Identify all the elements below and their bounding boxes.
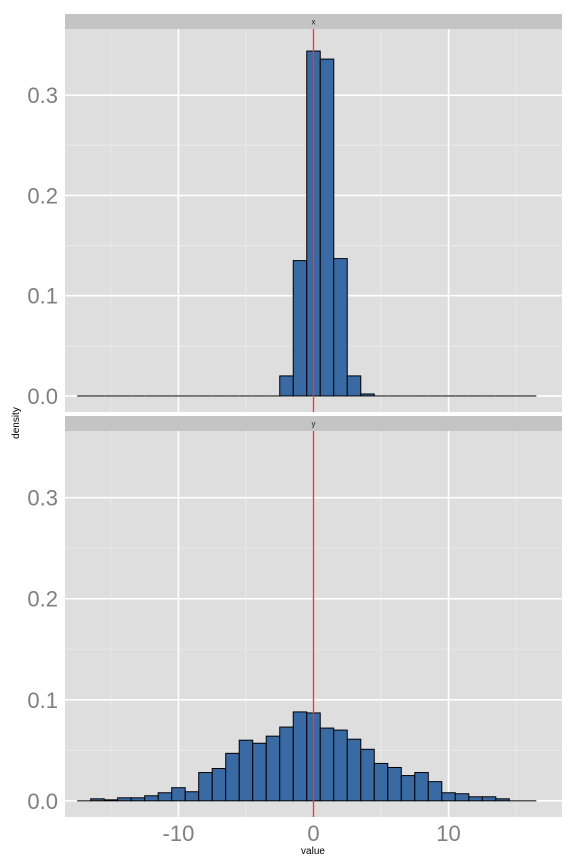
- histogram-bar: [346, 375, 362, 397]
- histogram-bar: [292, 260, 308, 397]
- x-tick-label: 10: [436, 821, 460, 846]
- histogram-bar: [333, 729, 348, 802]
- histogram-bar: [360, 393, 375, 397]
- y-axis-title: density: [11, 407, 22, 439]
- histogram-bar: [454, 793, 470, 802]
- y-tick-label: 0.1: [27, 284, 58, 309]
- facet-panel-x: x 0.0 0.1 0.2 0.3: [27, 14, 562, 412]
- histogram-bar: [400, 775, 416, 802]
- y-tick-label: 0.2: [27, 183, 58, 208]
- x-tick-label: -10: [163, 821, 195, 846]
- x-axis-title: value: [301, 846, 325, 857]
- histogram-bar: [238, 739, 254, 802]
- histogram-bar: [279, 726, 294, 802]
- histogram-bar: [414, 772, 429, 802]
- histogram-bar: [265, 735, 281, 802]
- histogram-bar: [292, 711, 308, 802]
- histogram-bar: [157, 792, 173, 802]
- histogram-bar: [468, 796, 483, 802]
- histogram-bar: [103, 799, 119, 802]
- facet-strip-label: x: [312, 18, 316, 27]
- y-tick-label: 0.2: [27, 587, 58, 612]
- histogram-bar: [211, 767, 227, 802]
- histogram-bar: [319, 727, 335, 802]
- y-tick-label: 0.3: [27, 486, 58, 511]
- histogram-bar: [90, 798, 105, 802]
- histogram-bar: [346, 738, 362, 802]
- y-tick-label: 0.1: [27, 688, 58, 713]
- facet-strip: [65, 14, 562, 29]
- histogram-bar: [279, 375, 294, 397]
- histogram-bar: [171, 787, 186, 802]
- facet-strip-label: y: [312, 420, 316, 429]
- x-tick-label: 0: [307, 821, 319, 846]
- histogram-bar: [130, 797, 146, 802]
- histogram-bar: [198, 772, 213, 802]
- histogram-bar: [495, 798, 510, 802]
- histogram-bar: [427, 781, 443, 802]
- histogram-bar: [225, 752, 240, 802]
- histogram-bar: [252, 742, 267, 802]
- histogram-bar: [387, 766, 402, 802]
- y-tick-label: 0.0: [27, 789, 58, 814]
- histogram-bar: [373, 762, 389, 802]
- histogram-bar: [319, 58, 335, 397]
- facet-strip: [65, 416, 562, 431]
- histogram-bar: [144, 795, 159, 802]
- y-tick-label: 0.0: [27, 384, 58, 409]
- histogram-bar: [117, 797, 132, 802]
- y-tick-label: 0.3: [27, 83, 58, 108]
- histogram-bar: [481, 796, 497, 802]
- facet-panel-y: y 0.0 0.1 0.2 0.3: [27, 416, 562, 817]
- histogram-bar: [333, 258, 348, 397]
- histogram-bar: [360, 748, 375, 802]
- histogram-bar: [441, 792, 456, 802]
- histogram-bar: [184, 791, 200, 802]
